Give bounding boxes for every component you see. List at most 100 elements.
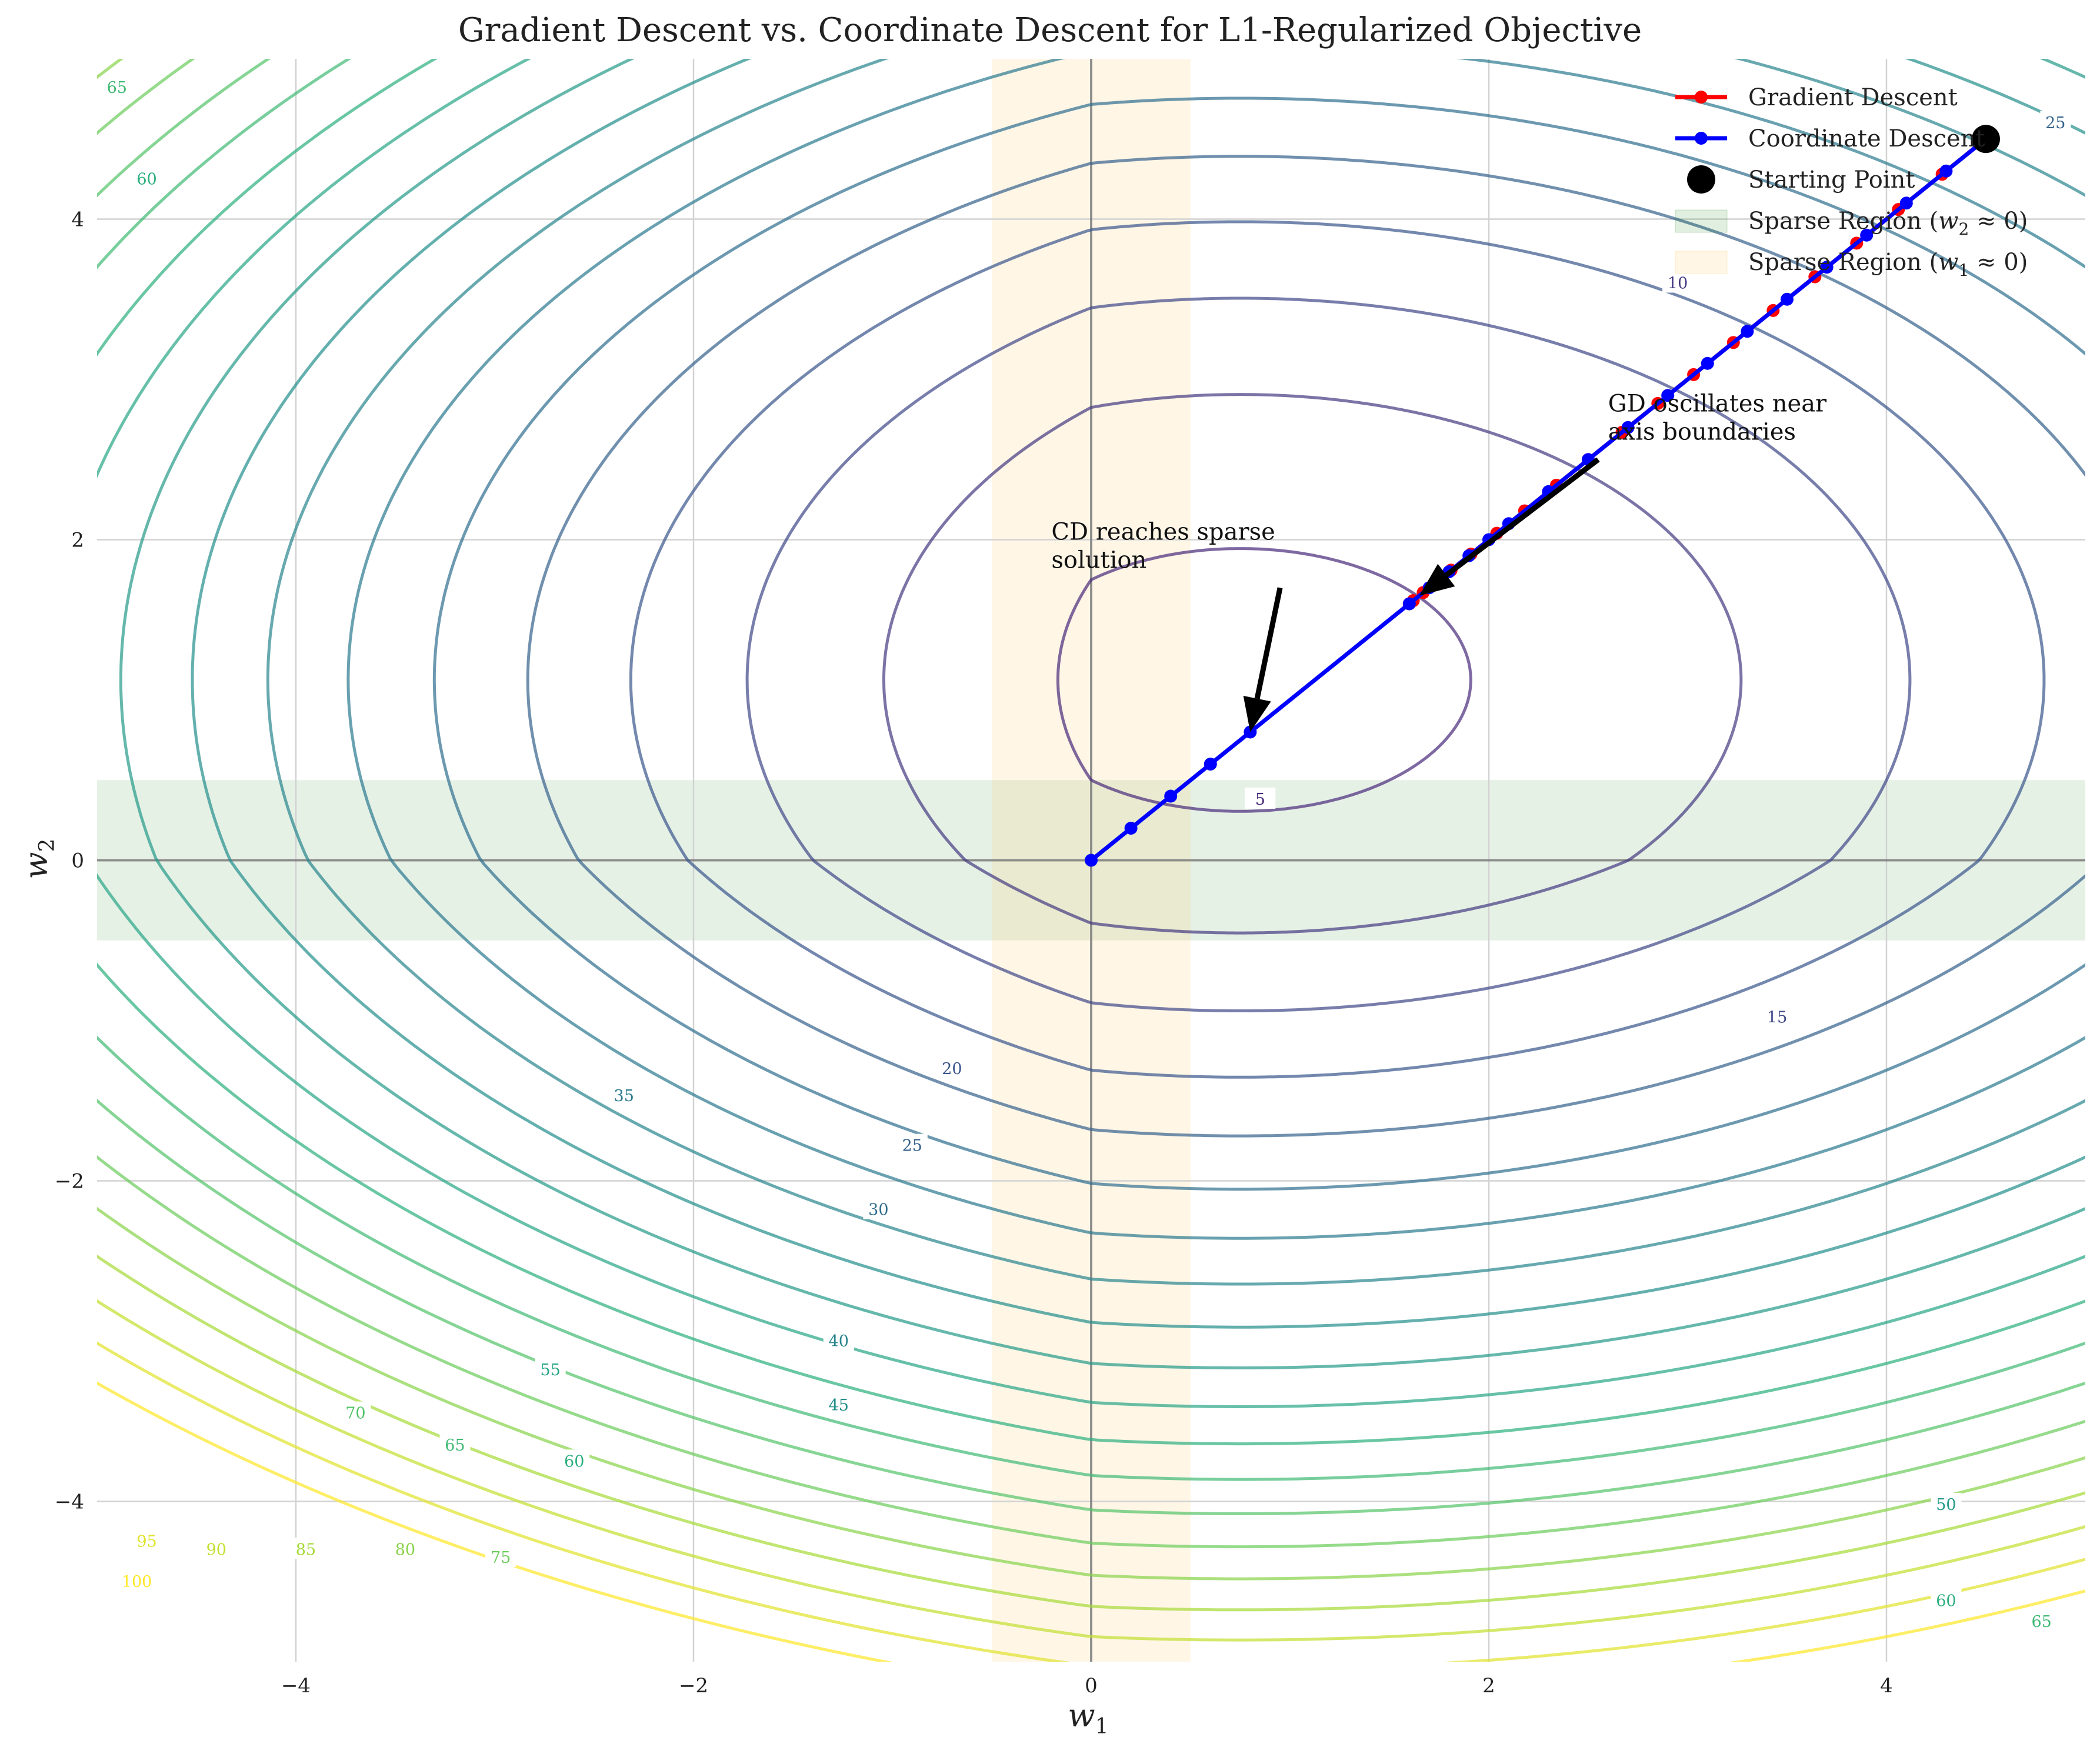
contour-label-bg	[608, 1084, 639, 1106]
contour-label-bg	[290, 1538, 321, 1559]
legend-swatch-patch	[1675, 209, 1728, 233]
contour-label-bg	[535, 1358, 566, 1380]
legend-label: Gradient Descent	[1748, 84, 1958, 111]
contour-label-25: 25	[902, 1137, 922, 1155]
coordinate-descent-point	[1085, 854, 1098, 867]
y-tick-label: 4	[71, 208, 84, 232]
contour-label-bg	[823, 1393, 854, 1415]
contour-level-40	[266, 59, 2085, 1286]
contour-level-10	[882, 393, 1743, 935]
contour-label-5: 5	[1255, 791, 1265, 809]
contour-level-45	[191, 59, 2085, 1329]
contour-label-10: 10	[1668, 275, 1688, 293]
contour-label-70: 70	[345, 1405, 365, 1423]
contour-label-bg	[2040, 111, 2071, 132]
legend-label: Sparse Region (w1 ≈ 0)	[1748, 249, 2028, 280]
contour-label-bg	[340, 1401, 371, 1423]
contour-level-70	[97, 59, 2085, 1515]
contour-label-30: 30	[868, 1201, 888, 1219]
contour-level-20	[629, 220, 2046, 1079]
annotation-1-arrow-head	[1243, 695, 1271, 732]
contour-label-bg	[936, 1056, 968, 1078]
contour-label-bg	[131, 1529, 162, 1551]
y-axis-label: w2	[18, 838, 59, 879]
legend-label: Coordinate Descent	[1748, 125, 1985, 152]
y-tick-label: 2	[71, 529, 84, 552]
coordinate-descent-point	[1701, 356, 1714, 370]
contour-label-35: 35	[614, 1087, 634, 1105]
x-tick-label: −4	[281, 1674, 311, 1698]
x-axis-label: w1	[1068, 1697, 1108, 1739]
contour-level-60	[97, 59, 2085, 1446]
contour-label-40: 40	[829, 1332, 849, 1351]
contour-label-75: 75	[491, 1549, 511, 1567]
annotation-2-text: GD oscillates near	[1608, 391, 1827, 418]
x-tick-label: 2	[1482, 1674, 1495, 1698]
contour-label-20: 20	[942, 1060, 962, 1078]
contour-label-90: 90	[206, 1541, 226, 1559]
coordinate-descent-point	[1939, 164, 1953, 178]
contour-label-95: 95	[136, 1533, 156, 1551]
y-tick-label: −2	[55, 1170, 84, 1193]
coordinate-descent-point	[1899, 196, 1913, 210]
contour-label-bg	[201, 1538, 232, 1559]
legend: Gradient Descent Coordinate Descent Starti…	[1675, 84, 2028, 280]
annotation-2-arrow-head	[1419, 564, 1455, 596]
contour-level-25	[526, 155, 2085, 1138]
legend-swatch-marker	[1695, 132, 1708, 145]
contour-level-65	[97, 59, 2085, 1481]
coordinate-descent-point	[1820, 261, 1834, 274]
contour-labels: 5 10 15 20 25 25 30 35 40 45 50 55 60 60 60 65 65 65 70 75 8…	[101, 76, 2071, 1631]
contour-label-bg	[823, 1329, 854, 1351]
contour-level-50	[119, 59, 2085, 1369]
contour-label-bg	[389, 1538, 421, 1559]
coordinate-descent-point	[1621, 421, 1635, 434]
contour-label-15: 15	[1767, 1009, 1787, 1027]
chart-title: Gradient Descent vs. Coordinate Descent …	[458, 11, 1642, 49]
contour-label-55: 55	[540, 1361, 560, 1379]
contour-label-80: 80	[395, 1541, 415, 1559]
y-tick-label: −4	[55, 1491, 84, 1514]
contour-label-bg	[121, 1569, 152, 1591]
contour-label-bg	[559, 1449, 590, 1471]
contour-label-bg	[863, 1198, 894, 1219]
contour-label-60: 60	[1936, 1592, 1956, 1610]
legend-label: Sparse Region (w2 ≈ 0)	[1748, 208, 2028, 239]
contour-level-100	[97, 1381, 2085, 1662]
contour-label-bg	[2026, 1609, 2057, 1631]
contour-label-bg	[439, 1433, 471, 1455]
contour-lines	[97, 59, 2085, 1662]
coordinate-descent-point	[1860, 228, 1874, 242]
contour-level-15	[745, 296, 1912, 1012]
contour-level-90	[97, 1299, 2085, 1642]
annotation-1-text: CD reaches sparse	[1051, 519, 1275, 546]
contour-label-bg	[1762, 1005, 1793, 1027]
coordinate-descent-point	[1164, 789, 1178, 803]
contour-level-95	[97, 1341, 2085, 1662]
contour-level-85	[97, 1254, 2085, 1612]
contour-label-85: 85	[296, 1541, 316, 1559]
contour-label-50: 50	[1936, 1496, 1956, 1514]
x-tick-label: −2	[679, 1674, 708, 1698]
contour-label-bg	[1931, 1492, 1962, 1514]
annotation-1-text: solution	[1051, 547, 1146, 574]
annotation-2-arrow-shaft	[1445, 457, 1600, 578]
x-tick-label: 4	[1880, 1674, 1893, 1698]
contour-label-60: 60	[136, 170, 156, 188]
coordinate-descent-point	[1124, 822, 1138, 835]
contour-label-bg	[1245, 787, 1276, 809]
contour-level-35	[346, 59, 2085, 1240]
coordinate-descent-point	[1661, 389, 1675, 402]
contour-label-bg	[485, 1545, 516, 1567]
legend-swatch-patch	[1675, 251, 1728, 274]
contour-level-5	[1056, 547, 1472, 813]
contour-label-100: 100	[122, 1573, 152, 1591]
contour-label-bg	[896, 1133, 928, 1155]
contour-label-bg	[1931, 1589, 1962, 1611]
contour-label-bg	[101, 76, 132, 98]
contour-label-65: 65	[2031, 1613, 2051, 1631]
contour-label-45: 45	[829, 1396, 849, 1415]
contour-label-bg	[131, 167, 162, 189]
